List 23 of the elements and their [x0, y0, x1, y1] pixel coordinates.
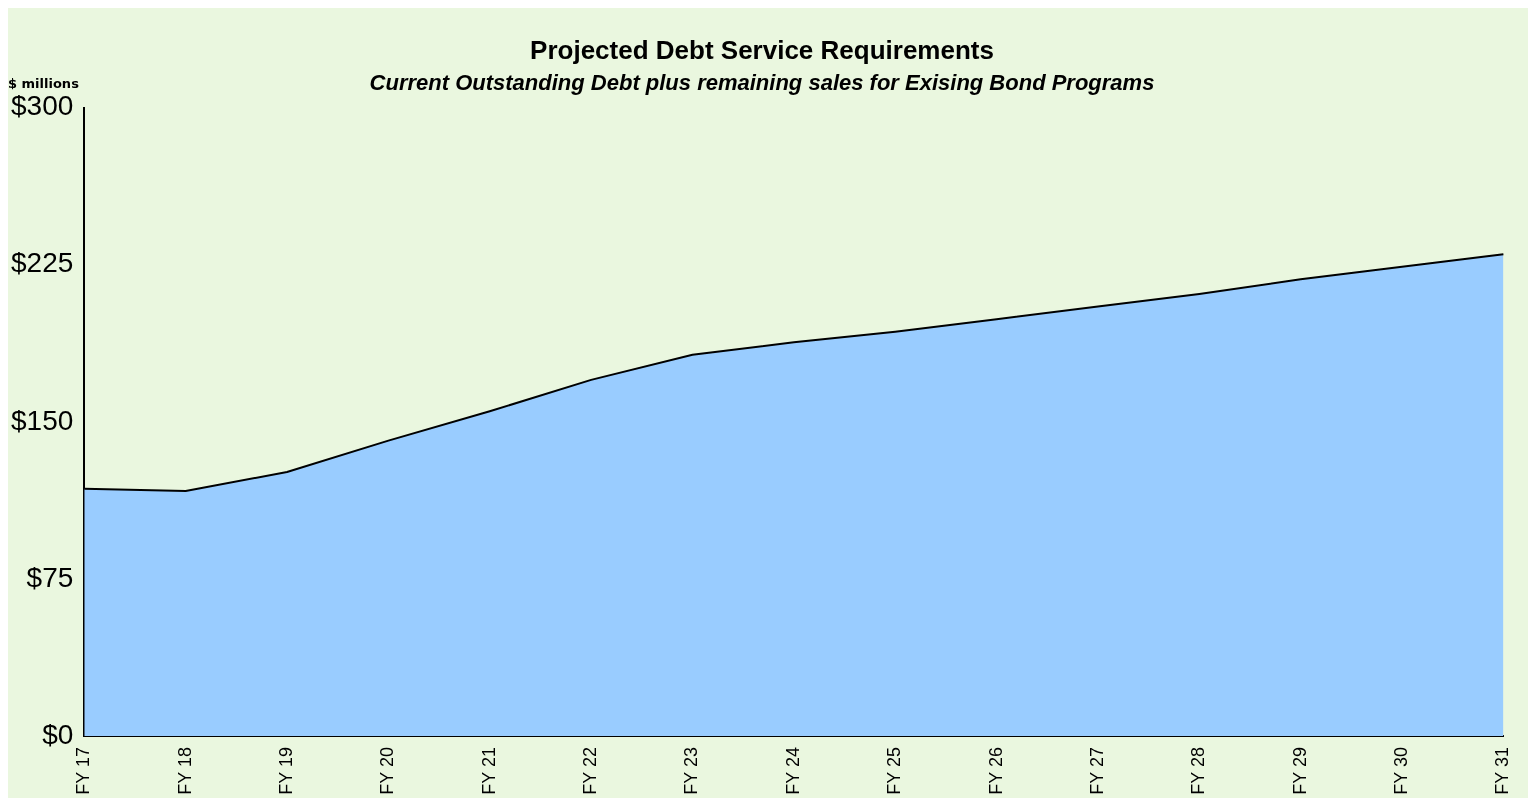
x-tick-label: FY 19 [275, 746, 296, 795]
x-tick-label: FY 18 [174, 746, 195, 795]
x-tick-label: FY 23 [681, 746, 702, 795]
x-tick-label: FY 17 [73, 746, 94, 795]
chart-subtitle: Current Outstanding Debt plus remaining sales for Exising Bond Programs [369, 70, 1155, 96]
x-tick-label: FY 29 [1289, 746, 1310, 795]
x-tick-label: FY 31 [1492, 746, 1513, 795]
y-tick-label: $75 [26, 561, 74, 593]
x-tick-label: FY 28 [1188, 746, 1209, 795]
y-tick-label: $300 [10, 90, 74, 122]
y-axis-title: $ millions [8, 76, 80, 92]
x-tick-label: FY 20 [377, 746, 398, 795]
chart-title: Projected Debt Service Requirements [530, 34, 994, 65]
x-tick-label: FY 26 [985, 746, 1006, 795]
x-tick-label: FY 24 [782, 746, 803, 795]
x-tick-label: FY 22 [580, 746, 601, 795]
x-tick-label: FY 30 [1391, 746, 1411, 795]
x-tick-label: FY 21 [478, 746, 499, 795]
y-tick-label: $0 [42, 718, 74, 750]
y-tick-label: $225 [10, 247, 74, 279]
x-tick-label: FY 27 [1086, 746, 1107, 795]
y-tick-label: $150 [10, 404, 74, 436]
x-tick-label: FY 25 [884, 746, 905, 795]
